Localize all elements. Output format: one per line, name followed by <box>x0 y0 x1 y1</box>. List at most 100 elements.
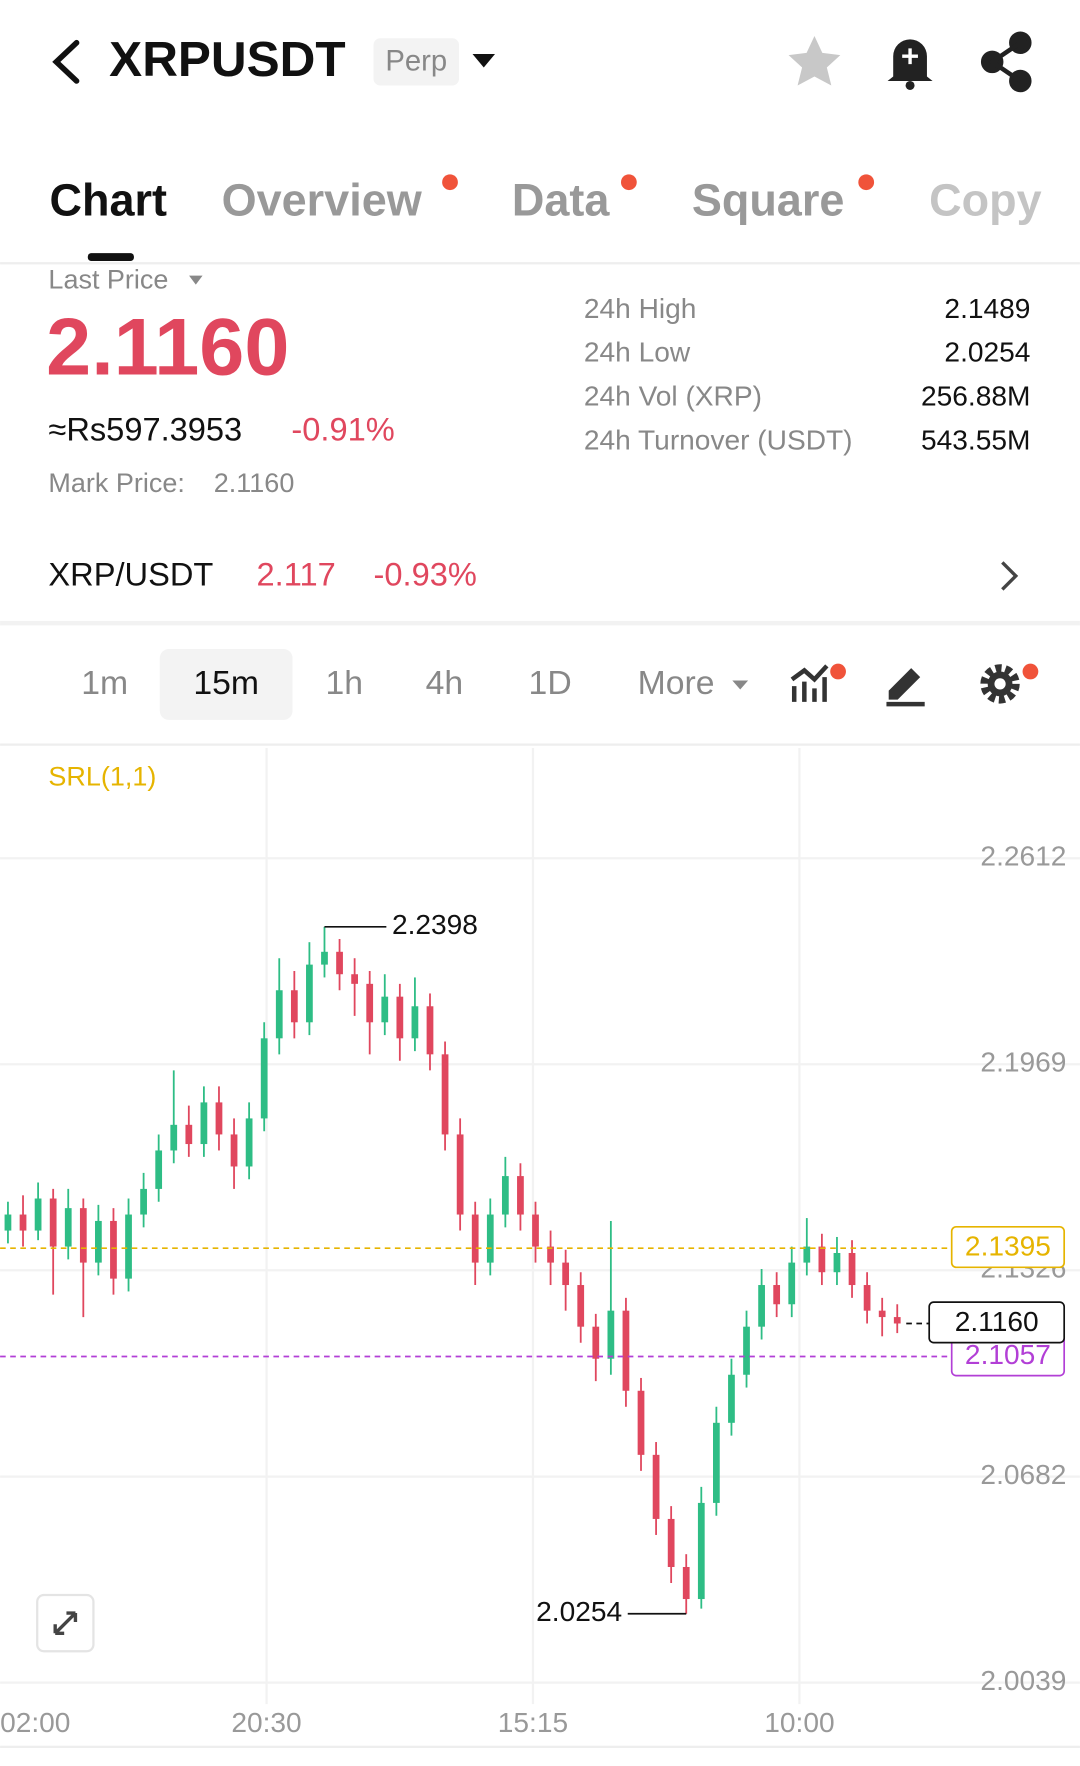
candle-body <box>155 1150 163 1189</box>
x-tick-label: 20:30 <box>231 1707 301 1738</box>
tab[interactable]: Copy <box>929 174 1041 225</box>
back-button[interactable] <box>52 39 80 84</box>
tab[interactable]: Chart <box>50 174 167 225</box>
candle-body <box>848 1252 856 1286</box>
tab[interactable]: Square <box>692 174 845 225</box>
candle-body <box>245 1118 253 1167</box>
badge-dot <box>1022 663 1039 680</box>
last-price: 2.1160 <box>46 303 289 393</box>
timeframe[interactable]: More <box>638 664 715 702</box>
price-line-label: 2.1395 <box>965 1231 1051 1262</box>
spot-pair[interactable]: XRP/USDT <box>48 556 213 593</box>
dropdown[interactable] <box>189 275 203 285</box>
candle-body <box>110 1220 117 1279</box>
stat-value: 256.88M <box>921 381 1030 412</box>
high-label: 2.2398 <box>392 909 478 940</box>
indicator-icon[interactable] <box>790 664 829 702</box>
candle-body <box>652 1454 660 1519</box>
candle-body <box>381 996 389 1023</box>
y-tick-label: 2.2612 <box>980 841 1066 872</box>
candle-body <box>878 1310 886 1318</box>
timeframe[interactable]: 1D <box>529 664 572 702</box>
mark-price: 2.1160 <box>214 468 295 498</box>
candle-body <box>486 1214 494 1263</box>
stat-label: 24h Low <box>584 337 691 368</box>
dropdown[interactable] <box>732 680 749 690</box>
badge-dot <box>620 174 637 191</box>
candle-body <box>49 1198 57 1247</box>
timeframe[interactable]: 4h <box>426 664 464 702</box>
candle-body <box>547 1246 554 1263</box>
stat-value: 2.1489 <box>944 293 1030 324</box>
candle-body <box>290 990 298 1023</box>
stat-label: 24h High <box>584 293 697 324</box>
timeframe[interactable]: 1h <box>326 664 364 702</box>
y-tick-label: 2.0682 <box>980 1459 1066 1490</box>
candle-body <box>64 1208 72 1247</box>
favorite-icon[interactable] <box>788 35 841 86</box>
candle-body <box>34 1198 42 1231</box>
candle-body <box>562 1262 570 1286</box>
candle-body <box>471 1214 479 1263</box>
candle-body <box>501 1176 509 1215</box>
divider <box>0 620 1080 626</box>
price-line-label: 2.1160 <box>955 1306 1039 1337</box>
candle-body <box>441 1054 449 1135</box>
timeframe[interactable]: 1m <box>81 664 128 702</box>
last-price-label: Last Price <box>48 264 168 294</box>
draw-icon[interactable] <box>886 668 925 707</box>
indicator-label: SRL(1,1) <box>48 762 156 792</box>
price-line-box <box>950 1225 1066 1269</box>
candle-body <box>275 990 283 1039</box>
spot-price: 2.117 <box>257 556 336 593</box>
x-tick-label: 10:00 <box>764 1707 834 1738</box>
dropdown[interactable] <box>472 53 496 68</box>
stat-value: 543.55M <box>921 424 1030 455</box>
candle-body <box>351 974 359 984</box>
timeframe[interactable]: 15m <box>193 664 259 702</box>
stat-label: 24h Vol (XRP) <box>584 381 762 412</box>
candle-body <box>788 1262 796 1305</box>
candle-body <box>713 1422 720 1503</box>
candle-body <box>667 1518 675 1567</box>
y-tick-label: 2.1969 <box>980 1047 1066 1078</box>
candle-body <box>803 1246 811 1263</box>
candle-body <box>532 1214 539 1247</box>
badge-dot <box>442 174 458 191</box>
candle-body <box>260 1038 268 1119</box>
expand-button[interactable] <box>36 1593 95 1653</box>
chevron[interactable] <box>1001 561 1019 591</box>
settings-icon[interactable] <box>980 664 1020 704</box>
candle-body <box>622 1310 630 1391</box>
badge-dot <box>858 174 875 191</box>
candle-body <box>396 996 404 1039</box>
candle-body <box>215 1102 223 1135</box>
candle-body <box>637 1390 645 1455</box>
stat-value: 2.0254 <box>944 337 1030 368</box>
x-tick-label: 02:00 <box>0 1707 70 1738</box>
share-icon[interactable] <box>980 31 1032 93</box>
candle-body <box>4 1214 12 1231</box>
candle-body <box>773 1285 781 1305</box>
alert-icon[interactable] <box>887 39 933 90</box>
candle-body <box>517 1176 524 1215</box>
candle-body <box>140 1188 147 1215</box>
candle-body <box>170 1124 178 1151</box>
timeframe-selected-bg <box>159 649 293 720</box>
candle-body <box>456 1134 464 1215</box>
tab[interactable]: Data <box>512 174 610 225</box>
candle-body <box>426 1006 434 1055</box>
candle-body <box>336 951 343 975</box>
stat-label: 24h Turnover (USDT) <box>584 424 853 455</box>
candle-body <box>592 1326 600 1359</box>
candle-body <box>697 1502 705 1600</box>
candle-body <box>758 1285 765 1327</box>
candle-body <box>79 1208 87 1263</box>
candle-body <box>893 1317 901 1324</box>
badge: Perp <box>385 46 447 78</box>
tab[interactable]: Overview <box>222 174 423 225</box>
spot-change: -0.93% <box>374 556 477 593</box>
mark-price-label: Mark Price: <box>48 468 184 498</box>
